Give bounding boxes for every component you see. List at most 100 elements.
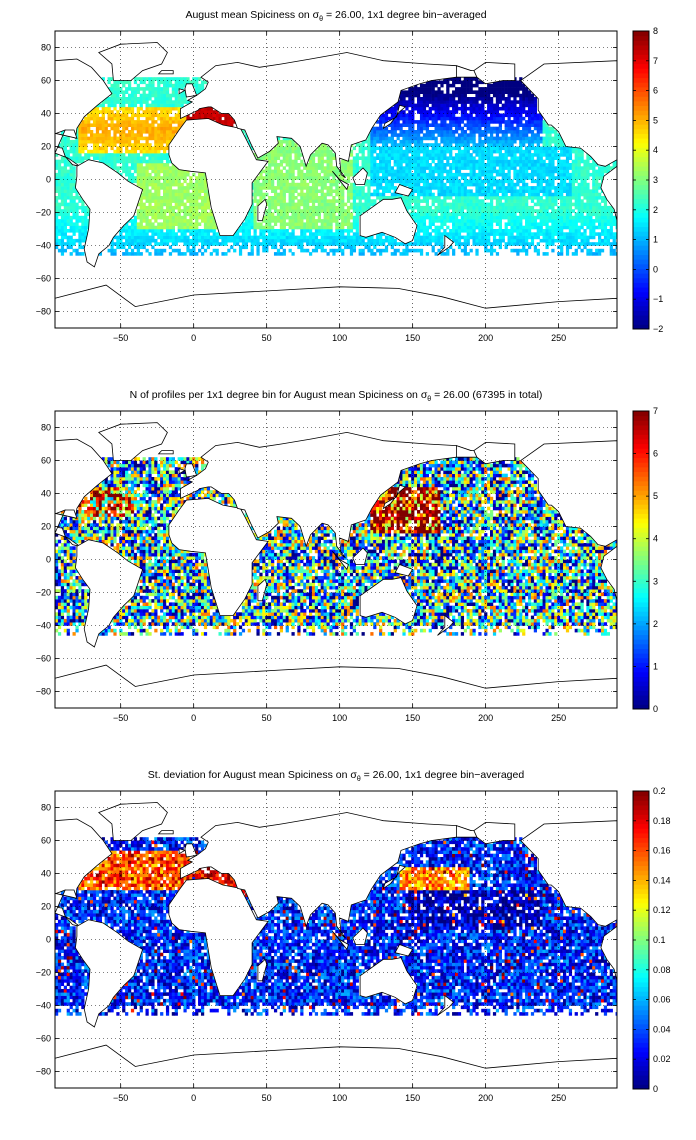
- heatmap-cell: [279, 146, 284, 151]
- heatmap-cell: [492, 192, 497, 197]
- heatmap-cell: [139, 182, 143, 187]
- heatmap-cell: [55, 222, 59, 226]
- heatmap-cell: [154, 136, 158, 141]
- heatmap-cell: [457, 169, 462, 174]
- heatmap-cell: [256, 238, 260, 243]
- heatmap-cell: [551, 235, 555, 240]
- heatmap-cell: [72, 186, 76, 190]
- heatmap-cell: [393, 149, 397, 154]
- heatmap-cell: [452, 130, 456, 134]
- heatmap-cell: [609, 248, 613, 253]
- heatmap-cell: [171, 192, 175, 197]
- heatmap-cell: [55, 199, 59, 203]
- heatmap-cell: [332, 169, 336, 174]
- heatmap-cell: [55, 153, 59, 157]
- heatmap-cell: [589, 209, 593, 213]
- heatmap-cell: [349, 189, 354, 193]
- heatmap-cell: [589, 199, 593, 203]
- heatmap-cell: [519, 153, 523, 157]
- heatmap-cell: [571, 225, 575, 230]
- heatmap-cell: [142, 156, 146, 160]
- heatmap-cell: [393, 120, 397, 124]
- heatmap-cell: [367, 196, 371, 200]
- heatmap-cell: [422, 229, 427, 233]
- heatmap-cell: [457, 222, 462, 226]
- heatmap-cell: [271, 219, 275, 223]
- heatmap-cell: [609, 219, 613, 223]
- heatmap-cell: [174, 120, 178, 124]
- heatmap-cell: [200, 245, 205, 250]
- heatmap-cell: [381, 192, 386, 197]
- heatmap-cell: [55, 225, 59, 230]
- heatmap-cell: [606, 215, 610, 220]
- heatmap-cell: [408, 172, 412, 177]
- heatmap-cell: [516, 123, 520, 127]
- heatmap-cell: [273, 196, 278, 200]
- heatmap-cell: [381, 169, 386, 174]
- heatmap-cell: [87, 219, 91, 223]
- heatmap-cell: [320, 219, 324, 223]
- heatmap-cell: [92, 136, 97, 141]
- heatmap-cell: [241, 225, 246, 230]
- heatmap-cell: [268, 199, 272, 203]
- heatmap-cell: [562, 242, 567, 246]
- heatmap-cell: [492, 149, 497, 154]
- heatmap-cell: [75, 159, 79, 164]
- heatmap-cell: [352, 163, 357, 167]
- heatmap-cell: [113, 126, 117, 131]
- heatmap-cell: [522, 139, 526, 144]
- heatmap-cell: [367, 189, 371, 193]
- heatmap-cell: [490, 166, 494, 170]
- heatmap-cell: [504, 156, 508, 160]
- heatmap-cell: [548, 202, 552, 207]
- heatmap-cell: [125, 229, 129, 233]
- heatmap-cell: [478, 153, 482, 157]
- heatmap-cell: [101, 159, 105, 164]
- heatmap-cell: [271, 242, 275, 246]
- heatmap-cell: [501, 120, 505, 124]
- heatmap-cell: [107, 130, 111, 134]
- heatmap-cell: [533, 126, 538, 131]
- heatmap-cell: [163, 225, 167, 230]
- heatmap-cell: [551, 196, 555, 200]
- heatmap-cell: [367, 182, 371, 187]
- heatmap-cell: [478, 139, 482, 144]
- heatmap-cell: [168, 209, 173, 213]
- heatmap-cell: [510, 153, 514, 157]
- heatmap-cell: [525, 182, 529, 187]
- heatmap-cell: [501, 235, 505, 240]
- heatmap-cell: [171, 222, 175, 226]
- heatmap-cell: [580, 182, 584, 187]
- heatmap-cell: [405, 149, 409, 154]
- heatmap-cell: [519, 232, 523, 236]
- heatmap-cell: [580, 238, 584, 243]
- heatmap-cell: [460, 192, 465, 197]
- heatmap-cell: [472, 166, 476, 170]
- heatmap-cell: [271, 163, 275, 167]
- heatmap-cell: [498, 235, 502, 240]
- heatmap-cell: [203, 192, 208, 197]
- heatmap-cell: [276, 235, 281, 240]
- heatmap-cell: [364, 242, 368, 246]
- heatmap-cell: [104, 159, 108, 164]
- heatmap-cell: [84, 153, 88, 157]
- heatmap-cell: [311, 179, 316, 184]
- heatmap-cell: [171, 182, 175, 187]
- heatmap-cell: [414, 120, 418, 124]
- heatmap-cell: [157, 202, 161, 207]
- heatmap-cell: [419, 146, 424, 151]
- heatmap-cell: [522, 172, 526, 177]
- heatmap-cell: [434, 219, 438, 223]
- heatmap-cell: [136, 202, 140, 207]
- heatmap-cell: [338, 222, 342, 226]
- heatmap-cell: [408, 205, 412, 210]
- heatmap-cell: [487, 139, 491, 144]
- heatmap-cell: [422, 219, 427, 223]
- heatmap-cell: [434, 146, 438, 151]
- heatmap-cell: [75, 130, 79, 134]
- heatmap-cell: [484, 139, 488, 144]
- heatmap-cell: [425, 182, 429, 187]
- heatmap-cell: [81, 120, 85, 124]
- heatmap-cell: [160, 225, 164, 230]
- heatmap-cell: [513, 159, 517, 164]
